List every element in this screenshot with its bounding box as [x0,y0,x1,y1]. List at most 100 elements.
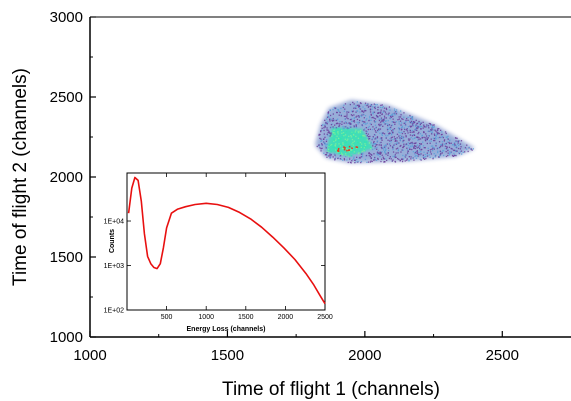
cluster-point [372,111,374,113]
cluster-point [424,139,426,141]
cluster-point [345,142,347,144]
cluster-point [387,139,389,141]
cluster-peak-point [343,146,345,148]
cluster-point [347,161,349,164]
cluster-point [377,152,379,154]
cluster-point [323,133,325,135]
cluster-point [349,118,352,121]
cluster-point [426,154,428,156]
cluster-point [433,139,435,142]
cluster-point [399,134,401,137]
cluster-point [329,120,331,122]
cluster-point [335,133,337,135]
cluster-point [376,151,379,153]
cluster-point [373,111,376,113]
cluster-point [412,145,414,147]
cluster-point [439,150,441,152]
cluster-point [339,128,341,131]
cluster-point [322,138,325,140]
cluster-point [333,130,335,132]
cluster-point [334,124,336,126]
cluster-point [318,145,320,147]
cluster-point [353,143,355,145]
cluster-point [343,158,345,160]
cluster-point [341,154,344,156]
cluster-point [401,125,404,127]
cluster-point [376,153,378,156]
cluster-point [369,155,371,158]
cluster-point [334,132,336,134]
cluster-point [432,150,434,152]
cluster-point [407,132,409,134]
cluster-point [451,154,454,157]
cluster-point [329,118,331,120]
cluster-point [383,147,385,149]
cluster-point [404,122,406,124]
cluster-point [440,136,443,138]
cluster-point [433,133,436,135]
cluster-point [344,118,346,120]
cluster-point [445,148,448,150]
cluster-point [432,146,435,149]
cluster-point [346,115,348,117]
cluster-point [343,159,346,161]
cluster-point [412,122,414,124]
cluster-point [331,120,334,122]
cluster-point [360,153,363,155]
cluster-point [392,159,394,161]
cluster-point [407,150,409,152]
cluster-point [420,159,422,161]
cluster-point [340,107,342,110]
cluster-point [455,140,457,142]
cluster-point [338,146,340,148]
cluster-point [334,144,336,146]
cluster-point [429,130,432,133]
main-x-tick-label: 1000 [73,347,106,364]
cluster-point [387,128,390,130]
cluster-point [397,147,399,149]
cluster-point [415,124,417,126]
cluster-point [335,123,338,125]
cluster-point [329,135,331,137]
inset-x-tick-label: 1500 [238,314,254,321]
cluster-point [432,129,434,131]
cluster-point [413,130,415,133]
cluster-point [454,144,456,146]
cluster-point [355,111,357,113]
cluster-point [428,127,430,129]
cluster-point [393,128,396,130]
cluster-point [423,151,425,153]
cluster-point [350,114,353,116]
cluster-point [459,148,462,150]
inset-x-tick-label: 2000 [278,314,294,321]
cluster-point [336,111,338,114]
cluster-point [351,138,354,141]
cluster-point [326,129,328,131]
cluster-point [345,153,347,155]
cluster-point [416,150,418,152]
density-cluster [315,100,475,164]
cluster-point [351,150,353,152]
cluster-point [423,147,425,149]
cluster-point [391,130,393,132]
cluster-point [399,145,401,147]
cluster-point [332,127,335,129]
cluster-point [326,156,328,158]
cluster-point [355,135,357,138]
cluster-point [414,155,416,158]
cluster-point [355,129,357,131]
cluster-point [402,141,404,143]
cluster-point [431,126,433,128]
cluster-point [391,136,393,138]
cluster-point [428,154,430,156]
cluster-point [414,137,416,139]
cluster-point [343,136,345,138]
cluster-point [472,148,474,150]
cluster-point [409,131,411,133]
cluster-point [460,140,463,142]
cluster-point [368,152,370,154]
cluster-point [340,115,342,117]
cluster-point [411,135,414,137]
cluster-point [370,153,372,156]
